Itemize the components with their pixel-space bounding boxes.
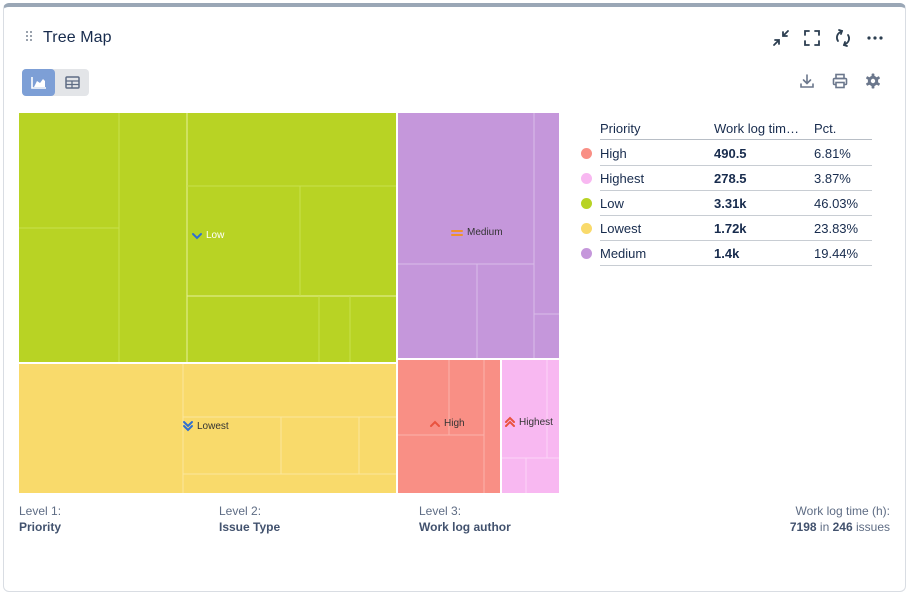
treemap-label-highest: Highest bbox=[504, 416, 553, 428]
treemap-label-lowest: Lowest bbox=[182, 420, 229, 432]
settings-icon[interactable] bbox=[864, 72, 882, 90]
treemap-node-low[interactable] bbox=[19, 113, 396, 362]
treemap-chart: Low Lowest Medium High Highest bbox=[19, 113, 559, 493]
drag-handle-icon[interactable] bbox=[26, 31, 32, 41]
treemap-node-medium[interactable] bbox=[398, 113, 559, 358]
treemap-node-high[interactable] bbox=[398, 360, 500, 493]
high-priority-icon bbox=[430, 420, 440, 427]
column-pct[interactable]: Pct. bbox=[814, 121, 837, 136]
fullscreen-icon[interactable] bbox=[802, 28, 822, 48]
legend-header: Priority Work log tim… Pct. bbox=[600, 117, 872, 140]
collapse-icon[interactable] bbox=[771, 28, 791, 48]
legend-dot bbox=[581, 173, 592, 184]
low-priority-icon bbox=[192, 232, 202, 239]
footer-level-3: Level 3: Work log author bbox=[419, 504, 511, 534]
lowest-priority-icon bbox=[183, 421, 193, 432]
view-toggle bbox=[22, 69, 89, 96]
table-icon bbox=[65, 76, 80, 89]
legend-row-low[interactable]: Low 3.31k 46.03% bbox=[578, 191, 874, 216]
legend-dot bbox=[581, 248, 592, 259]
footer-level-2: Level 2: Issue Type bbox=[219, 504, 281, 534]
download-icon[interactable] bbox=[798, 72, 816, 90]
treemap-node-lowest[interactable] bbox=[19, 364, 396, 493]
treemap-label-medium: Medium bbox=[450, 227, 503, 238]
refresh-icon[interactable] bbox=[833, 28, 853, 48]
legend-row-high[interactable]: High 490.5 6.81% bbox=[578, 141, 874, 166]
footer-level-1: Level 1: Priority bbox=[19, 504, 62, 534]
treemap-label-high: High bbox=[429, 418, 465, 429]
chart-view-button[interactable] bbox=[22, 69, 55, 96]
legend-dot bbox=[581, 148, 592, 159]
footer-summary: Work log time (h): 7198 in 246 issues bbox=[789, 504, 890, 534]
area-chart-icon bbox=[31, 77, 46, 89]
column-worklog[interactable]: Work log tim… bbox=[714, 121, 799, 136]
more-icon[interactable] bbox=[865, 28, 885, 48]
highest-priority-icon bbox=[505, 416, 515, 427]
treemap-node-highest[interactable] bbox=[502, 360, 559, 493]
medium-priority-icon bbox=[451, 229, 463, 236]
legend-row-highest[interactable]: Highest 278.5 3.87% bbox=[578, 166, 874, 191]
table-view-button[interactable] bbox=[56, 69, 89, 96]
gadget-title: Tree Map bbox=[43, 29, 112, 46]
legend-dot bbox=[581, 198, 592, 209]
treemap-label-low: Low bbox=[191, 230, 224, 241]
legend-row-medium[interactable]: Medium 1.4k 19.44% bbox=[578, 241, 874, 266]
print-icon[interactable] bbox=[831, 72, 849, 90]
legend-row-lowest[interactable]: Lowest 1.72k 23.83% bbox=[578, 216, 874, 241]
legend-dot bbox=[581, 223, 592, 234]
column-priority[interactable]: Priority bbox=[600, 121, 641, 136]
